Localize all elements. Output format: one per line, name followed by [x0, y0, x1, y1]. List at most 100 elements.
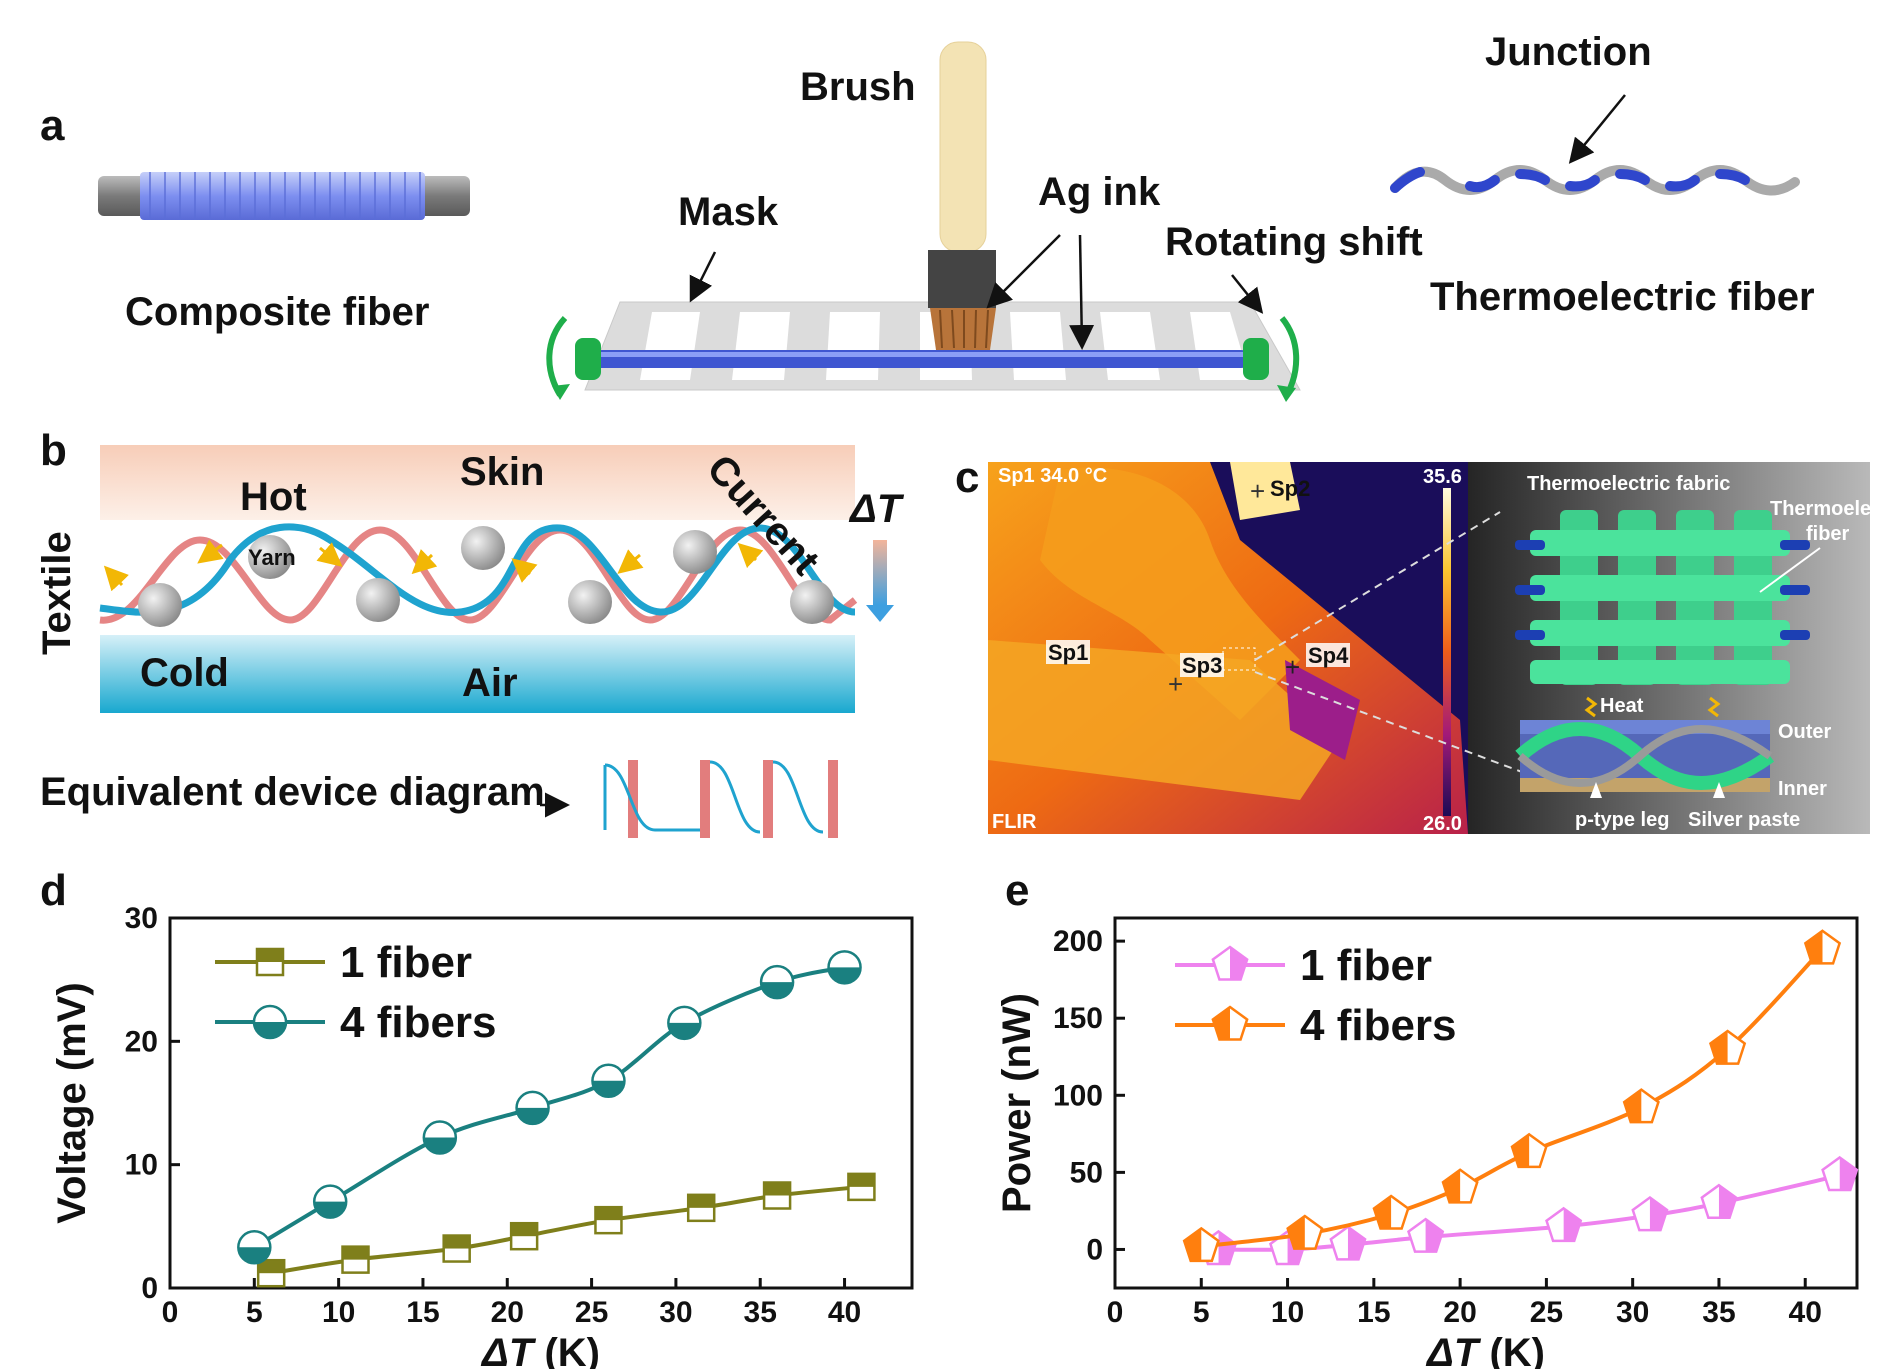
- cold-label: Cold: [140, 651, 229, 695]
- x-tick-label: 30: [659, 1296, 692, 1329]
- brush-label: Brush: [800, 65, 916, 109]
- sp1-marker-label: Sp1: [1048, 640, 1088, 665]
- y-tick-label: 0: [141, 1272, 158, 1305]
- plot-frame: [1113, 916, 1859, 1290]
- sp4-crosshair: +: [1285, 652, 1300, 682]
- x-tick-label: 40: [828, 1296, 861, 1329]
- y-axis-title: Voltage (mV): [50, 982, 94, 1224]
- woven-fabric-illustration: [1515, 510, 1810, 685]
- x-axis-unit: (K): [533, 1331, 600, 1369]
- thermoelectric-fiber-inset-label-line2: fiber: [1806, 523, 1850, 545]
- data-point: [1182, 1226, 1220, 1263]
- delta-t-label: ΔT: [848, 487, 905, 531]
- x-tick-label: 10: [1271, 1296, 1304, 1329]
- inner-label: Inner: [1778, 778, 1827, 800]
- legend-label: 4 fibers: [340, 998, 497, 1047]
- data-point: [847, 1172, 876, 1202]
- data-point: [762, 1181, 792, 1210]
- cross-section-illustration: [1515, 696, 1775, 798]
- legend-label: 4 fibers: [1300, 1001, 1457, 1050]
- data-point: [591, 1063, 626, 1099]
- data-point: [442, 1234, 471, 1263]
- thermoelectric-fiber-label: Thermoelectric fiber: [1430, 275, 1815, 319]
- panel-b: b Hot Skin Current ΔT Yar: [35, 426, 905, 838]
- data-point: [1700, 1183, 1738, 1220]
- x-tick-label: 15: [406, 1296, 439, 1329]
- thermoelectric-fabric-label: Thermoelectric fabric: [1527, 473, 1730, 495]
- y-tick-label: 100: [1053, 1079, 1103, 1112]
- data-point: [686, 1193, 716, 1223]
- data-point: [422, 1120, 458, 1155]
- legend-marker: [1211, 1005, 1249, 1041]
- x-tick-label: 25: [575, 1296, 608, 1329]
- legend-label: 1 fiber: [1300, 941, 1432, 990]
- y-tick-label: 0: [1086, 1233, 1103, 1266]
- legend-marker: [255, 947, 285, 977]
- p-type-leg-label: p-type leg: [1575, 809, 1669, 831]
- x-tick-label: 25: [1530, 1296, 1563, 1329]
- outer-label: Outer: [1778, 721, 1832, 743]
- y-tick-label: 10: [125, 1149, 158, 1182]
- data-point: [667, 1005, 702, 1041]
- data-point: [1545, 1206, 1583, 1243]
- data-point: [1631, 1195, 1669, 1232]
- legend-label: 1 fiber: [340, 938, 472, 987]
- x-tick-label: 20: [491, 1296, 524, 1329]
- yarn-balls: [138, 526, 834, 627]
- legend-marker: [1211, 945, 1249, 981]
- data-point: [1510, 1132, 1548, 1169]
- y-axis-title: Power (nW): [995, 993, 1039, 1213]
- temperature-colorbar: [1443, 488, 1451, 816]
- y-tick-label: 150: [1053, 1002, 1103, 1035]
- sp2-crosshair: +: [1250, 476, 1265, 506]
- data-point: [1329, 1225, 1367, 1261]
- data-point: [1708, 1029, 1747, 1065]
- y-tick-label: 200: [1053, 925, 1103, 958]
- sp1-readout: Sp1 34.0 °C: [998, 465, 1107, 487]
- data-point: [1803, 929, 1842, 965]
- data-point: [341, 1245, 370, 1274]
- equivalent-device-label: Equivalent device diagram: [40, 770, 545, 814]
- legend-marker: [252, 1004, 288, 1040]
- junction-label: Junction: [1485, 30, 1652, 74]
- x-tick-label: 35: [1702, 1296, 1735, 1329]
- data-point: [594, 1205, 623, 1235]
- data-point: [509, 1221, 539, 1251]
- panel-letter-e: e: [1005, 866, 1029, 915]
- x-axis-symbol: ΔT: [480, 1331, 537, 1369]
- x-tick-label: 20: [1443, 1296, 1476, 1329]
- data-point: [1372, 1194, 1410, 1230]
- panel-letter-d: d: [40, 866, 67, 915]
- air-label: Air: [462, 661, 518, 705]
- data-point: [515, 1090, 550, 1126]
- panel-letter-b: b: [40, 426, 67, 475]
- composite-fiber-illustration: [98, 172, 470, 220]
- sp3-crosshair: +: [1168, 669, 1183, 699]
- ag-ink-label: Ag ink: [1038, 170, 1161, 214]
- data-point: [1821, 1155, 1859, 1192]
- plot-frame: [168, 916, 914, 1290]
- sp4-marker-label: Sp4: [1308, 643, 1349, 668]
- x-tick-label: 0: [162, 1296, 179, 1329]
- skin-label: Skin: [460, 450, 544, 494]
- sp2-marker-label: Sp2: [1270, 476, 1310, 501]
- x-axis-unit: (K): [1478, 1331, 1545, 1369]
- data-point: [1622, 1088, 1660, 1124]
- power-chart: 0 5 10 15 20 25 30 35 40 0 50 100 150 200 ΔT (K) Power …: [995, 916, 1859, 1369]
- brush-illustration: [928, 41, 996, 350]
- rotating-shift-label: Rotating shift: [1165, 220, 1423, 264]
- current-arrows: [103, 539, 764, 592]
- panel-a: a Composite fiber: [40, 30, 1815, 402]
- data-point: [237, 1230, 272, 1265]
- y-tick-label: 50: [1070, 1156, 1103, 1189]
- rotating-rod: [546, 315, 1300, 402]
- x-tick-label: 5: [1193, 1296, 1210, 1329]
- heat-label: Heat: [1600, 695, 1644, 717]
- x-tick-label: 35: [744, 1296, 777, 1329]
- thermoelectric-fiber-inset-label-line1: Thermoelectric: [1770, 498, 1890, 520]
- equivalent-device-diagram: [603, 760, 838, 838]
- data-point: [759, 964, 795, 1000]
- x-tick-label: 15: [1357, 1296, 1390, 1329]
- sp3-marker-label: Sp3: [1182, 653, 1222, 678]
